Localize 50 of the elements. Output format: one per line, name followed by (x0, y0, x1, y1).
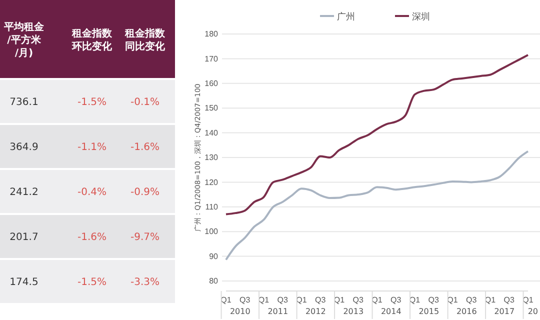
x-tick-label: Q3 (315, 296, 326, 305)
text: -1.6% (130, 142, 160, 153)
text: -9.7% (130, 232, 160, 243)
x-tick-label: Q3 (277, 296, 289, 305)
x-tick-label: Q3 (352, 296, 364, 305)
text: -0.9% (130, 187, 160, 198)
y-tick-label: 150 (204, 104, 219, 113)
text: -1.5% (77, 97, 107, 108)
text: 租金指数环比变化 (71, 28, 113, 52)
y-tick-label: 140 (204, 128, 219, 138)
text: 2017 (494, 307, 515, 316)
x-tick-label: Q3 (428, 296, 440, 305)
y-tick-label: 100 (204, 227, 219, 236)
legend-label: 深圳 (412, 12, 430, 22)
line-series (225, 54, 529, 216)
y-tick-label: 130 (204, 153, 219, 162)
text: 20 (528, 307, 538, 316)
text: -0.4% (77, 187, 107, 198)
text: 201.7 (10, 232, 38, 243)
line-series (225, 150, 529, 261)
text: 2010 (230, 307, 250, 316)
text: 364.9 (10, 142, 38, 153)
y-tick-label: 170 (204, 54, 219, 64)
text: 241.2 (10, 187, 38, 198)
y-tick-label: 110 (205, 202, 219, 212)
text: 2014 (380, 307, 402, 316)
x-tick-label: Q3 (466, 296, 478, 305)
x-tick-label: Q3 (504, 296, 516, 305)
text: 租金指数同比变化 (124, 28, 166, 52)
text: 736.1 (10, 97, 38, 108)
y-tick-label: 120 (204, 178, 219, 187)
text: 2016 (456, 307, 477, 316)
text: -1.5% (77, 277, 107, 288)
text: 2015 (418, 307, 440, 316)
legend-label: 广州 (337, 12, 355, 22)
y-tick-label: 90 (209, 252, 219, 261)
x-tick-label: Q3 (390, 296, 402, 305)
y-tick-label: 80 (209, 276, 219, 286)
y-tick-label: 160 (204, 78, 219, 88)
text: 2011 (268, 307, 288, 316)
text: -1.1% (77, 142, 107, 153)
text: -0.1% (130, 97, 160, 108)
y-tick-label: 180 (204, 30, 219, 39)
text: -3.3% (130, 277, 160, 288)
text: 2012 (305, 307, 326, 316)
x-tick-label: Q3 (240, 296, 251, 305)
text: 2013 (343, 307, 364, 316)
text: 平均租金/平方米/月) (3, 21, 45, 59)
text: -1.6% (77, 232, 107, 243)
text: 174.5 (10, 277, 38, 288)
